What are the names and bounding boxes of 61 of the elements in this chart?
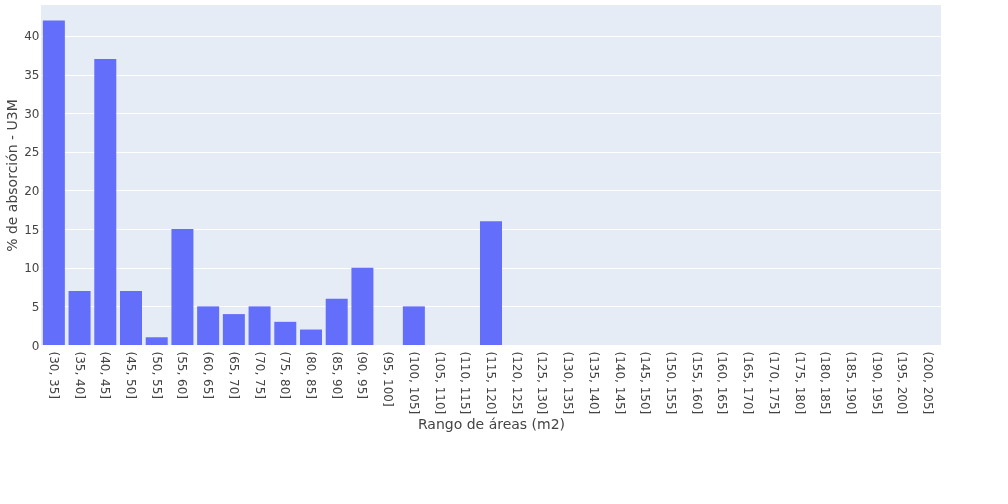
x-tick-label: (135, 140] (586, 351, 601, 415)
x-tick-label: (85, 90] (329, 351, 344, 400)
bar (325, 298, 348, 345)
bar (120, 290, 142, 345)
bar (402, 306, 425, 345)
bar (274, 321, 297, 345)
x-tick-label: (140, 145] (612, 351, 627, 415)
x-tick-label: (40, 45] (98, 351, 113, 400)
bar (351, 267, 374, 345)
y-tick-label: 10 (24, 261, 40, 276)
y-tick-label: 30 (24, 106, 40, 121)
x-tick-label: (165, 170] (741, 351, 756, 415)
y-tick-label: 40 (24, 29, 40, 44)
x-tick-label: (55, 60] (175, 351, 190, 400)
x-tick-label: (200, 205] (921, 351, 936, 415)
bar (145, 337, 168, 345)
x-tick-label: (170, 175] (766, 351, 781, 415)
x-tick-label: (35, 40] (72, 351, 87, 400)
x-tick-label: (95, 100] (381, 351, 396, 407)
x-tick-label: (195, 200] (895, 351, 910, 415)
x-tick-label: (65, 70] (226, 351, 241, 400)
x-tick-label: (80, 85] (304, 351, 318, 400)
y-tick-label: 25 (24, 145, 40, 160)
x-tick-label: (150, 155] (664, 351, 678, 415)
x-tick-label: (50, 55] (149, 351, 164, 400)
y-tick-label: 0 (31, 338, 40, 353)
x-tick-label: (90, 95] (355, 351, 370, 400)
x-tick-label: (110, 115] (458, 351, 473, 415)
x-axis-title: Rango de áreas (m2) (417, 416, 566, 433)
y-tick-label: 15 (24, 222, 40, 237)
bar (480, 221, 502, 345)
x-tick-label: (105, 110] (432, 351, 447, 415)
x-tick-label: (190, 195] (869, 351, 884, 415)
y-tick-label: 20 (24, 183, 40, 198)
x-tick-label: (30, 35] (46, 351, 61, 400)
bar (300, 329, 322, 345)
bar (171, 229, 194, 345)
bar (197, 306, 220, 345)
x-tick-label: (155, 160] (689, 351, 704, 415)
bar (68, 290, 91, 345)
x-tick-label: (185, 190] (844, 351, 858, 415)
x-tick-label: (75, 80] (278, 351, 293, 400)
x-tick-label: (130, 135] (561, 351, 576, 415)
y-tick-label: 35 (24, 68, 40, 83)
x-tick-label: (60, 65] (201, 351, 216, 400)
y-tick-label: 5 (31, 299, 40, 314)
y-axis-title: % de absorción - U3M (4, 99, 21, 252)
x-tick-label: (175, 180] (792, 351, 807, 415)
bar (222, 314, 245, 345)
x-tick-label: (145, 150] (638, 351, 653, 415)
bar (42, 20, 65, 345)
bar (248, 306, 271, 345)
x-tick-label: (45, 50] (124, 351, 138, 400)
bar (94, 59, 117, 345)
x-tick-label: (120, 125] (509, 351, 524, 415)
x-tick-label: (100, 105] (406, 351, 421, 415)
x-tick-label: (180, 185] (818, 351, 833, 415)
x-tick-label: (115, 120] (484, 351, 498, 415)
x-tick-label: (160, 165] (715, 351, 730, 415)
x-tick-label: (70, 75] (252, 351, 267, 400)
x-tick-label: (125, 130] (535, 351, 550, 415)
